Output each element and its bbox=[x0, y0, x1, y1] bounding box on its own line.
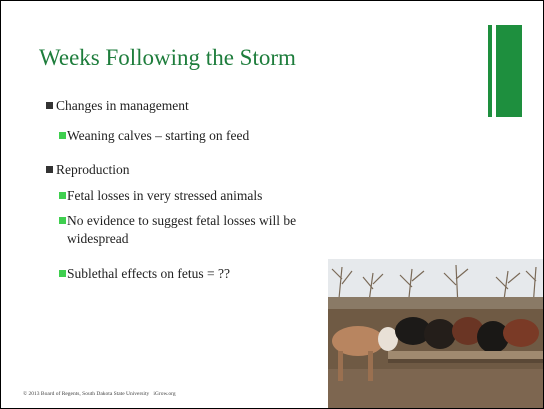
bullet-text: No evidence to suggest fetal losses will… bbox=[67, 213, 296, 246]
slide: Weeks Following the Storm Changes in man… bbox=[0, 0, 544, 409]
bullet-item: Fetal losses in very stressed animals bbox=[67, 187, 317, 205]
bullet-marker bbox=[59, 270, 66, 277]
bullet-marker bbox=[46, 102, 53, 109]
bullet-item: Changes in management bbox=[56, 97, 316, 115]
slide-footer: © 2013 Board of Regents, South Dakota St… bbox=[23, 391, 176, 397]
bullet-text: Weaning calves – starting on feed bbox=[67, 128, 249, 143]
cattle-photo bbox=[328, 259, 544, 409]
bullet-marker bbox=[46, 166, 53, 173]
bullet-text: Reproduction bbox=[56, 162, 130, 177]
bullet-marker bbox=[59, 217, 66, 224]
bullet-marker bbox=[59, 192, 66, 199]
bullet-item: Weaning calves – starting on feed bbox=[67, 127, 317, 145]
bullet-item: Sublethal effects on fetus = ?? bbox=[67, 265, 317, 283]
bullet-item: No evidence to suggest fetal losses will… bbox=[67, 212, 317, 248]
bullet-marker bbox=[59, 132, 66, 139]
bullet-text: Sublethal effects on fetus = ?? bbox=[67, 266, 230, 281]
accent-bar bbox=[488, 25, 492, 117]
accent-block bbox=[496, 25, 522, 117]
bullet-text: Fetal losses in very stressed animals bbox=[67, 188, 262, 203]
bullet-text: Changes in management bbox=[56, 98, 189, 113]
bullet-item: Reproduction bbox=[56, 161, 316, 179]
slide-title: Weeks Following the Storm bbox=[39, 45, 296, 71]
